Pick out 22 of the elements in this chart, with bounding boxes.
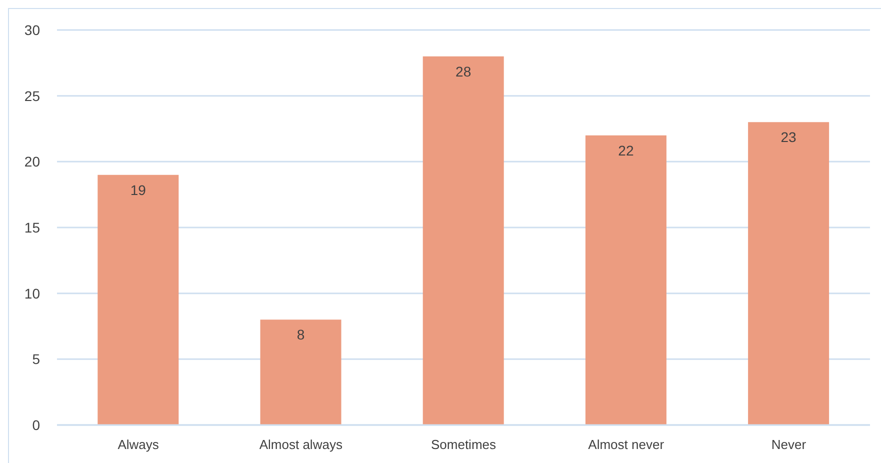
y-tick-label: 30: [24, 22, 40, 38]
bar: [260, 320, 342, 425]
bar: [422, 56, 504, 425]
x-tick-label: Almost never: [588, 437, 665, 452]
x-tick-label: Almost always: [259, 437, 343, 452]
x-tick-label: Never: [771, 437, 807, 452]
bar: [98, 174, 179, 425]
x-tick-label: Sometimes: [430, 437, 497, 452]
x-tick-label: Always: [118, 437, 160, 452]
data-label: 8: [296, 326, 305, 343]
bar: [748, 122, 830, 425]
y-tick-label: 10: [24, 285, 40, 302]
bar: [585, 135, 666, 425]
y-tick-label: 25: [24, 88, 40, 104]
y-tick-label: 0: [32, 416, 40, 433]
data-label: 19: [130, 182, 146, 198]
data-label: 28: [456, 63, 472, 80]
y-tick-label: 5: [32, 351, 40, 368]
y-tick-label: 15: [24, 219, 40, 236]
data-label: 22: [618, 142, 634, 158]
data-label: 23: [780, 129, 797, 146]
y-tick-label: 20: [24, 154, 40, 170]
